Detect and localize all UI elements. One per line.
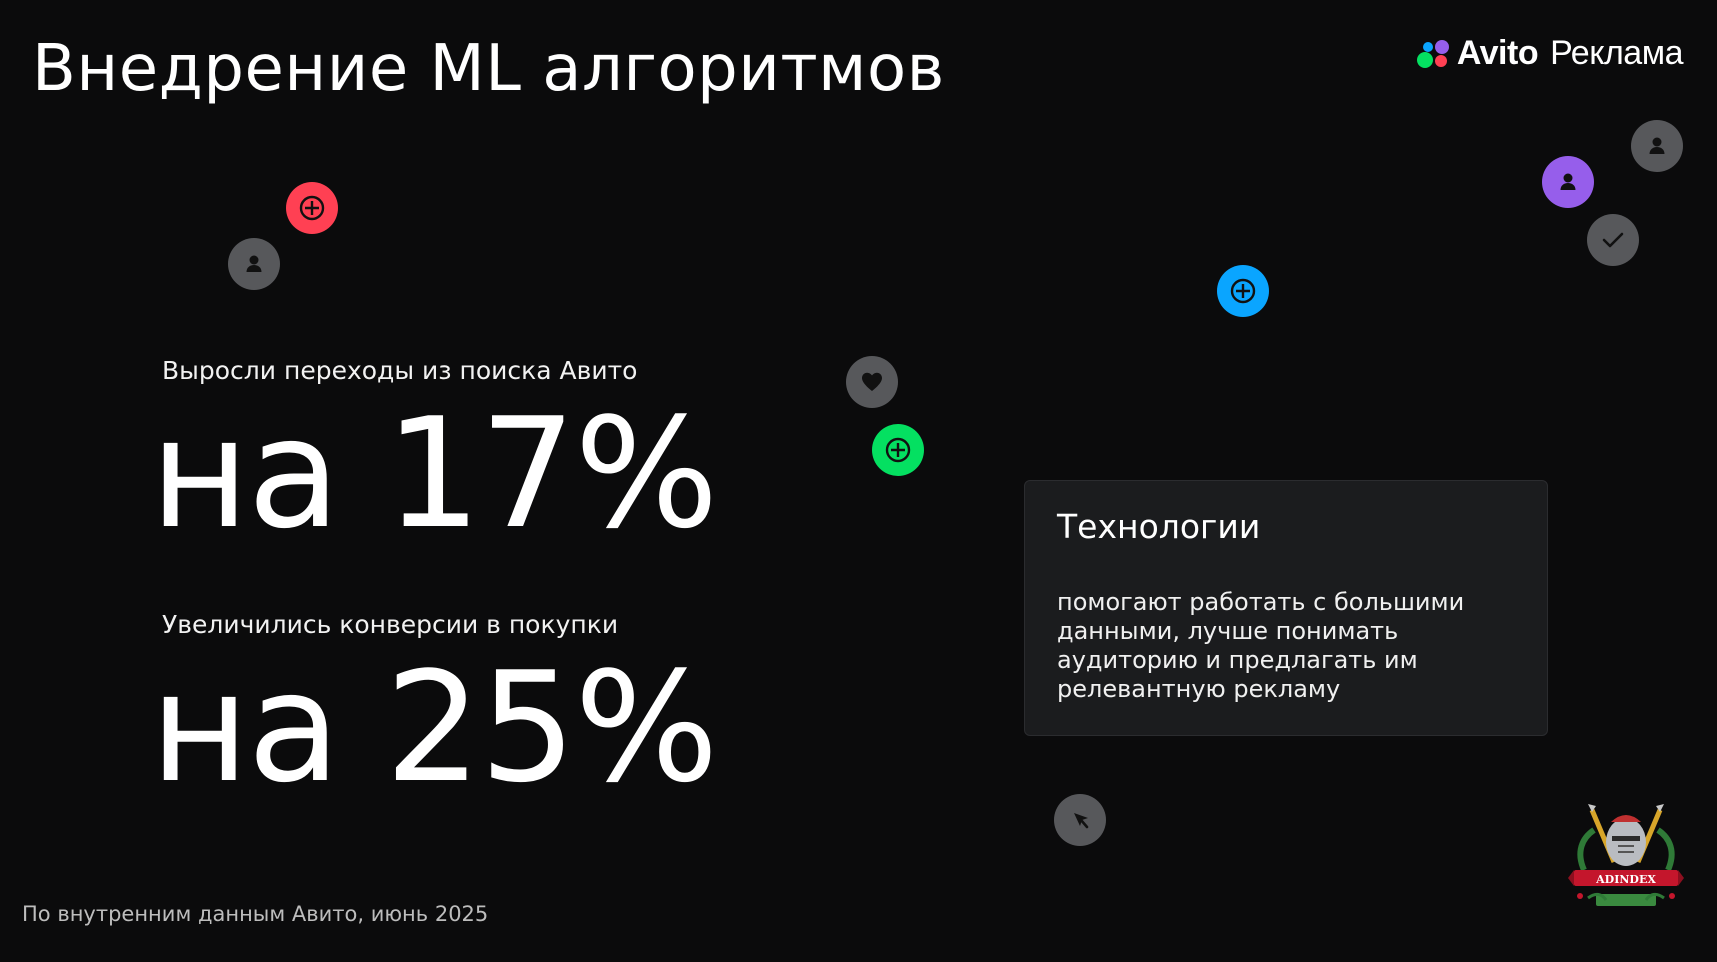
brand-logo: Avito Реклама xyxy=(1416,34,1683,73)
plus-icon xyxy=(872,424,924,476)
stat-value: на 17% xyxy=(150,385,719,562)
stat-value: на 25% xyxy=(150,639,719,816)
technology-card: Технологии помогают работать с большими … xyxy=(1024,480,1548,736)
card-body: помогают работать с большими данными, лу… xyxy=(1057,588,1465,703)
stat-label: Увеличились конверсии в покупки xyxy=(162,610,619,639)
card-title: Технологии xyxy=(1057,507,1261,546)
user-icon xyxy=(228,238,280,290)
brand-dots-icon xyxy=(1416,38,1449,70)
adindex-knight-badge-icon: ADINDEX xyxy=(1568,804,1684,906)
brand-name: Avito xyxy=(1456,34,1539,72)
badge-text: ADINDEX xyxy=(1595,873,1656,886)
footnote: По внутренним данным Авито, июнь 2025 xyxy=(22,902,489,926)
user-icon xyxy=(1542,156,1594,208)
heart-icon xyxy=(846,356,898,408)
plus-icon xyxy=(286,182,338,234)
check-icon xyxy=(1587,214,1639,266)
brand-product: Реклама xyxy=(1550,34,1683,72)
stat-label: Выросли переходы из поиска Авито xyxy=(162,356,638,385)
plus-icon xyxy=(1217,265,1269,317)
page-title: Внедрение ML алгоритмов xyxy=(32,32,945,106)
cursor-icon xyxy=(1054,794,1106,846)
user-icon xyxy=(1631,120,1683,172)
